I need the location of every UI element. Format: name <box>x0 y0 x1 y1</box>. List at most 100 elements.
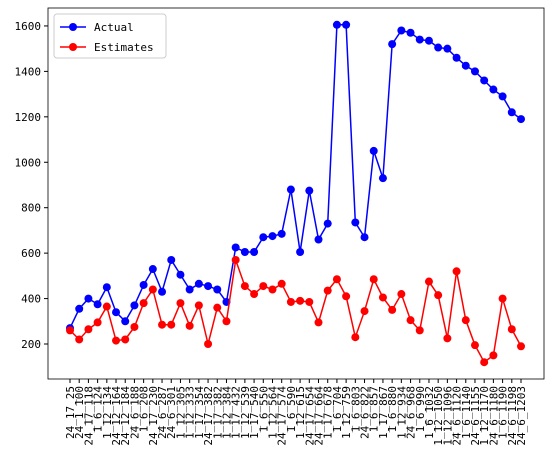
y-tick-label: 200 <box>21 338 41 351</box>
x-tick-label: 1_17_354 <box>193 386 206 439</box>
point <box>434 43 443 52</box>
point <box>332 275 341 284</box>
point <box>296 248 305 257</box>
x-tick-label: 1_12_1096 <box>441 386 454 446</box>
x-tick-label: 24_6_1155 <box>469 386 482 446</box>
point <box>194 301 203 310</box>
point <box>507 325 516 334</box>
point <box>360 307 369 316</box>
point <box>415 326 424 335</box>
point <box>240 282 249 291</box>
legend-label: Actual <box>94 21 134 34</box>
x-tick-label: 1_17_382 <box>211 386 224 439</box>
x-tick-label: 24_6_1180 <box>487 386 500 446</box>
point <box>204 282 213 291</box>
x-tick-label: 1_12_333 <box>184 386 197 439</box>
point <box>351 218 360 227</box>
point <box>75 335 84 344</box>
point <box>369 146 378 155</box>
point <box>213 285 222 294</box>
point <box>158 287 167 296</box>
x-tick-label: 1_6_1032 <box>423 386 436 439</box>
point <box>148 285 157 294</box>
x-tick-label: 24_17_382 <box>202 386 215 446</box>
point <box>351 333 360 342</box>
x-tick-label: 1_12_1050 <box>432 386 445 446</box>
x-tick-label: 1_6_880 <box>386 386 399 432</box>
point <box>461 316 470 325</box>
point <box>102 283 111 292</box>
point <box>121 317 130 326</box>
point <box>397 26 406 35</box>
point <box>323 219 332 228</box>
point <box>489 85 498 94</box>
point <box>250 290 259 299</box>
point <box>240 248 249 257</box>
point <box>259 233 268 242</box>
point <box>112 336 121 345</box>
point <box>424 36 433 45</box>
point <box>66 326 74 335</box>
x-tick-label: 24_6_822 <box>359 386 372 439</box>
point <box>443 334 452 343</box>
point <box>415 35 424 44</box>
point <box>424 277 433 286</box>
point <box>461 61 470 70</box>
legend-marker <box>69 43 77 51</box>
point <box>369 275 378 284</box>
y-tick-label: 600 <box>21 247 41 260</box>
y-tick-label: 800 <box>21 202 41 215</box>
point <box>470 341 479 350</box>
point <box>185 321 194 330</box>
x-tick-label: 24_6_968 <box>405 386 418 439</box>
x-tick-label: 1_6_803 <box>349 386 362 432</box>
point <box>121 335 130 344</box>
point <box>222 317 231 326</box>
x-tick-label: 24_17_574 <box>276 386 289 446</box>
x-tick-label: 24_12_164 <box>110 386 123 446</box>
y-tick-label: 400 <box>21 293 41 306</box>
point <box>397 290 406 299</box>
point <box>139 280 148 289</box>
x-tick-label: 24_6_1120 <box>451 386 464 446</box>
point <box>158 320 167 329</box>
x-tick-label: 24_6_1198 <box>506 386 519 446</box>
point <box>176 270 185 279</box>
y-tick-label: 1400 <box>15 65 42 78</box>
point <box>480 358 489 367</box>
point <box>360 233 369 242</box>
point <box>517 342 525 351</box>
point <box>434 291 443 300</box>
point <box>213 303 222 312</box>
point <box>167 320 176 329</box>
point <box>517 115 525 124</box>
legend-marker <box>69 23 77 31</box>
x-tick-label: 1_12_305 <box>174 386 187 439</box>
x-tick-label: 1_17_432 <box>230 386 243 439</box>
point <box>342 292 351 301</box>
point <box>498 92 507 101</box>
x-tick-label: 1_6_550 <box>257 386 270 432</box>
point <box>277 279 286 288</box>
x-tick-label: 1_6_857 <box>368 386 381 432</box>
point <box>194 279 203 288</box>
x-tick-label: 24_17_118 <box>82 386 95 446</box>
x-tick-label: 24_17_230 <box>147 386 160 446</box>
point <box>406 28 415 37</box>
point <box>112 308 121 317</box>
point <box>305 297 314 306</box>
y-tick-label: 1600 <box>15 20 42 33</box>
point <box>452 53 461 62</box>
x-tick-label: 1_6_208 <box>138 386 151 432</box>
point <box>480 76 489 85</box>
point <box>259 282 268 291</box>
point <box>268 232 277 241</box>
x-tick-label: 1_12_134 <box>101 386 114 439</box>
point <box>139 299 148 308</box>
point <box>84 294 93 303</box>
point <box>314 235 323 244</box>
x-tick-label: 1_17_867 <box>377 386 390 439</box>
x-tick-label: 1_12_564 <box>266 386 279 439</box>
x-tick-label: 1_12_539 <box>239 386 252 439</box>
